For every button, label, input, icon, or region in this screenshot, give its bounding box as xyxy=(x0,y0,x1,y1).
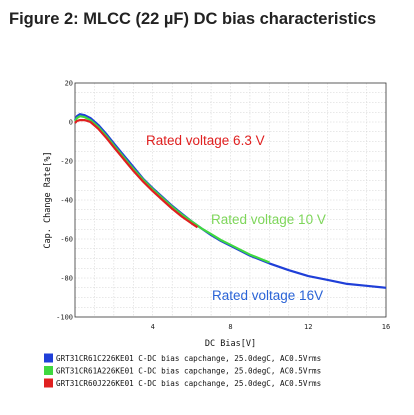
y-tick-label: -80 xyxy=(60,275,73,283)
series-line-3 xyxy=(74,118,199,229)
series-layer xyxy=(74,113,387,289)
y-tick-label: -100 xyxy=(56,314,73,322)
x-tick-label: 12 xyxy=(304,323,312,331)
y-tick-label: -20 xyxy=(60,158,73,166)
x-tick-label: 16 xyxy=(382,323,390,331)
series-line-2 xyxy=(74,115,270,264)
x-axis-title: DC Bias[V] xyxy=(205,339,256,349)
legend-swatch xyxy=(44,378,53,388)
x-tick-label: 4 xyxy=(151,323,155,331)
annotation-label: Rated voltage 16V xyxy=(212,288,323,303)
y-tick-label: 0 xyxy=(69,119,73,127)
x-tick-label: 8 xyxy=(228,323,232,331)
legend-label: GRT31CR60J226KE01 C-DC bias capchange, 2… xyxy=(56,379,321,388)
legend-label: GRT31CR61C226KE01 C-DC bias capchange, 2… xyxy=(56,354,321,363)
y-tick-label: -40 xyxy=(60,197,73,205)
legend-swatch xyxy=(44,353,53,363)
tick-layer: 4 8 12 16 20 0 -20 -40 -60 -80 -100 xyxy=(56,80,390,332)
y-tick-label: 20 xyxy=(65,80,73,88)
annotation-label: Rated voltage 10 V xyxy=(211,212,326,227)
annotation-label: Rated voltage 6.3 V xyxy=(146,133,265,148)
annotation-layer: Rated voltage 6.3 V Rated voltage 10 V Rat… xyxy=(146,133,326,303)
grid-layer xyxy=(75,83,386,317)
legend-swatch xyxy=(44,366,53,375)
legend-label: GRT31CR61A226KE01 C-DC bias capchange, 2… xyxy=(56,367,321,376)
figure-title: Figure 2: MLCC (22 µF) DC bias character… xyxy=(9,10,377,28)
plot-frame xyxy=(74,82,387,318)
y-tick-label: -60 xyxy=(60,236,73,244)
y-axis-title: Cap. Change Rate[%] xyxy=(43,151,53,248)
legend: GRT31CR61C226KE01 C-DC bias capchange, 2… xyxy=(44,353,321,388)
